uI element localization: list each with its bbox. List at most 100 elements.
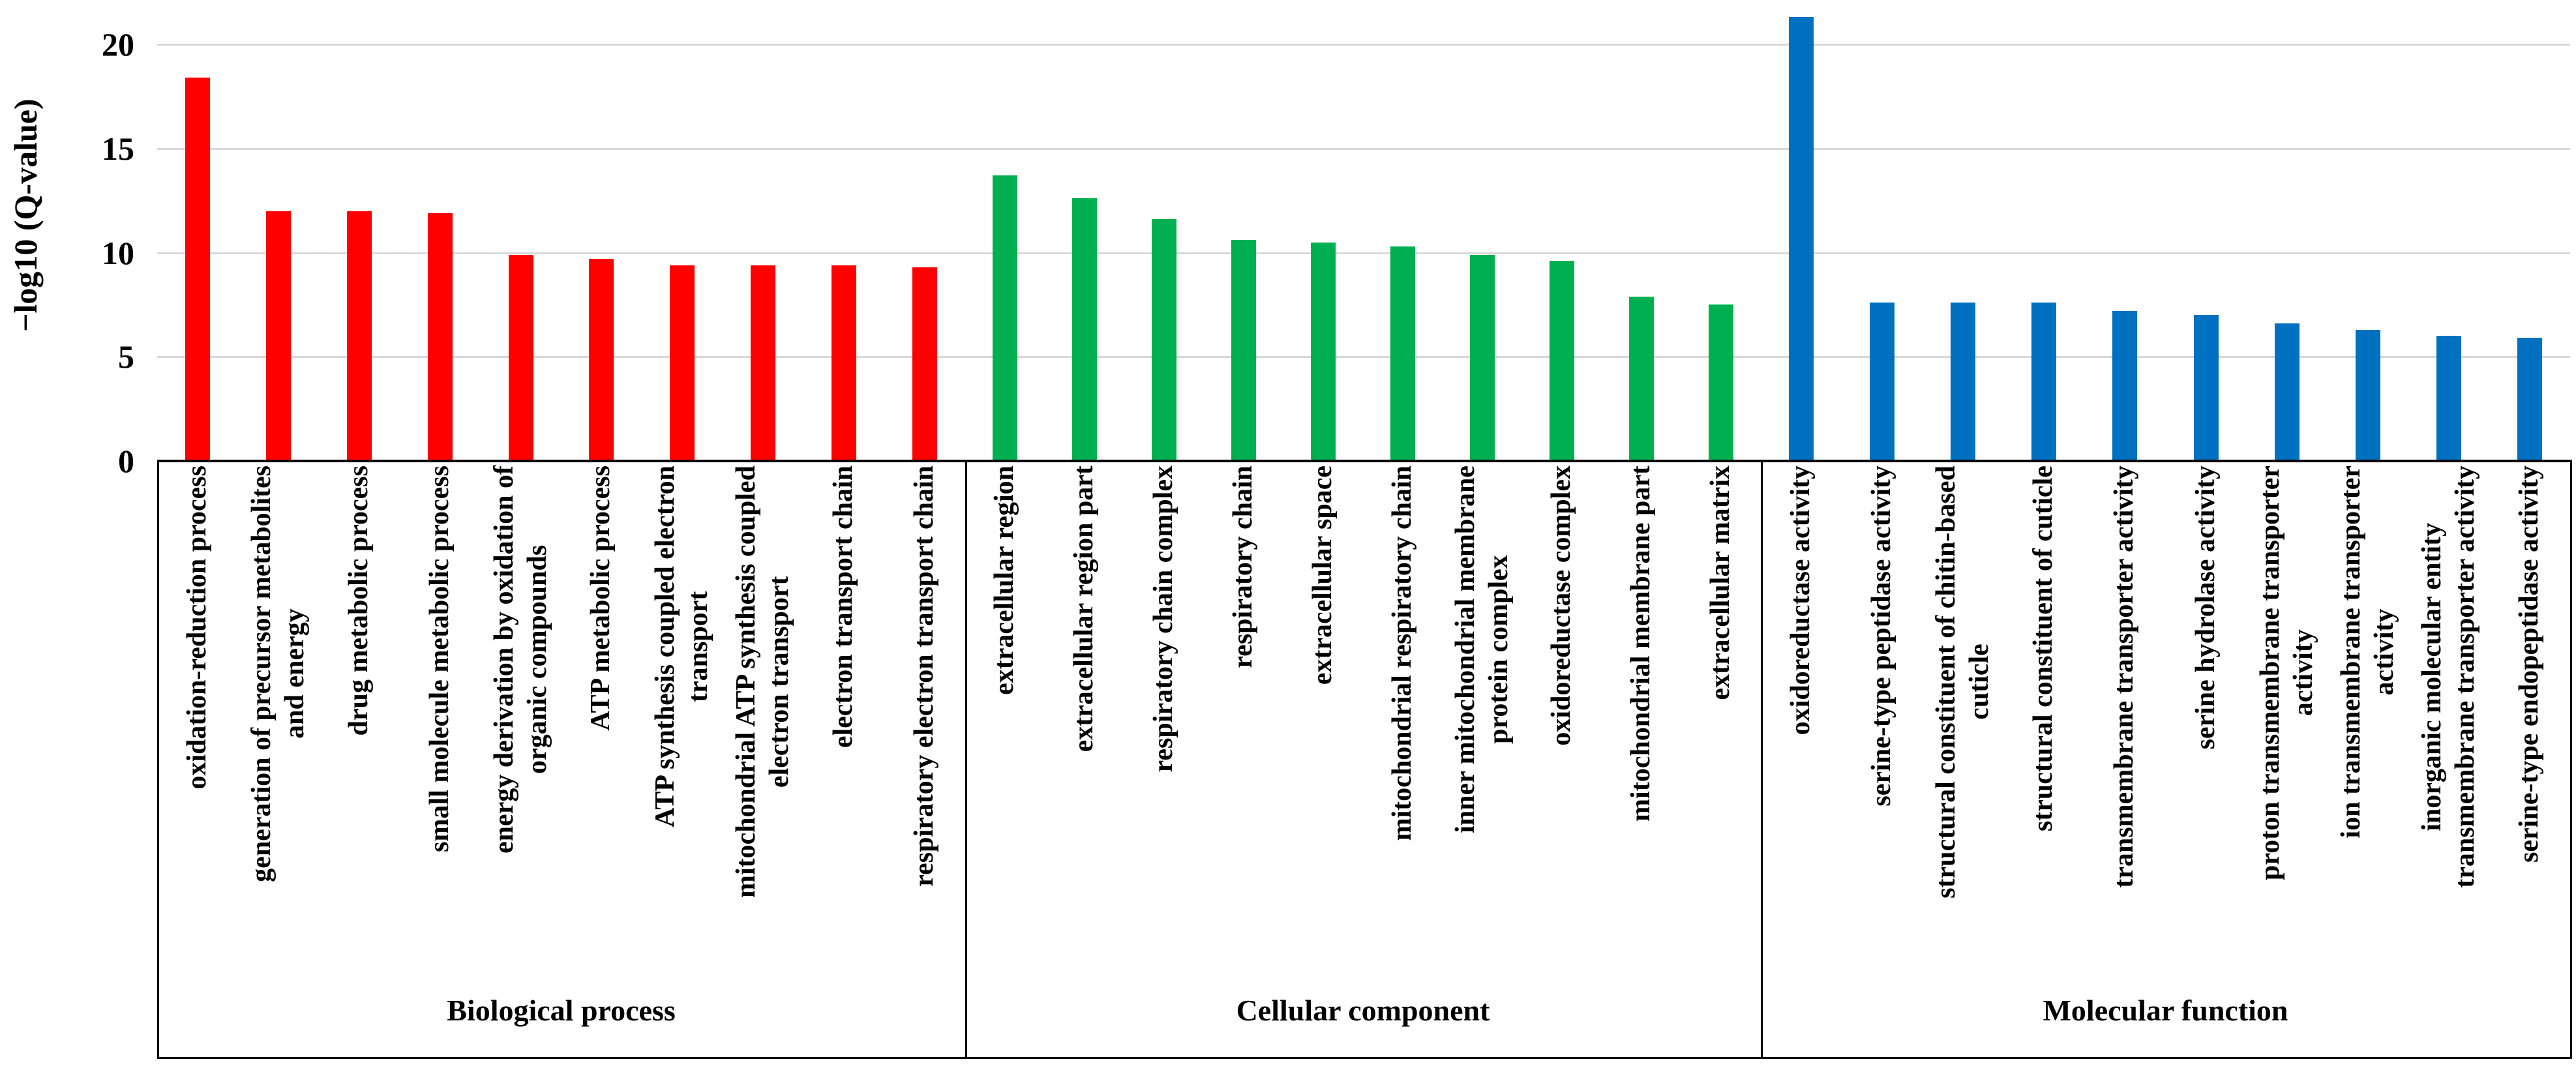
category-label-cell: inorganic molecular entity transmembrane…	[2408, 466, 2489, 961]
category-label: mitochondrial ATP synthesis coupled elec…	[730, 466, 794, 898]
category-label-cell: ATP metabolic process	[561, 466, 642, 961]
bar-molecular-function-5	[2112, 311, 2137, 461]
bar-biological-process-3	[347, 211, 372, 461]
category-label: respiratory chain complex	[1148, 466, 1179, 773]
category-label-cell: respiratory chain	[1203, 466, 1284, 961]
bar-molecular-function-4	[2031, 303, 2056, 461]
y-tick-label-0: 0	[118, 443, 134, 479]
category-label: ion transmembrane transporter activity	[2335, 466, 2399, 838]
category-label: structural constituent of chitin-based c…	[1930, 466, 1994, 898]
bar-molecular-function-1	[1789, 17, 1814, 461]
category-label-cell: extracellular space	[1283, 466, 1364, 961]
y-tick-label-20: 20	[102, 26, 134, 63]
bar-biological-process-5	[509, 255, 533, 461]
category-label: mitochondrial membrane part	[1626, 466, 1656, 822]
category-label: respiratory electron transport chain	[909, 466, 940, 887]
category-label: oxidoreductase complex	[1546, 466, 1577, 746]
bar-cellular-component-9	[1629, 297, 1654, 461]
bar-molecular-function-6	[2194, 315, 2219, 461]
category-label-cell: electron transport chain	[803, 466, 884, 961]
bar-molecular-function-2	[1870, 303, 1895, 461]
category-label-cell: energy derivation by oxidation of organi…	[481, 466, 562, 961]
y-tick-label-15: 15	[102, 130, 134, 167]
bar-biological-process-2	[266, 211, 291, 461]
category-label: extracellular space	[1308, 466, 1338, 685]
category-label: serine-type endopeptidase activity	[2514, 466, 2545, 863]
bar-cellular-component-5	[1311, 243, 1336, 461]
category-label-cell: extracellular region	[965, 466, 1045, 961]
bar-molecular-function-9	[2436, 336, 2461, 461]
bar-biological-process-9	[831, 265, 856, 461]
bar-cellular-component-10	[1709, 304, 1733, 461]
category-label: proton transmembrane transporter activit…	[2254, 466, 2318, 881]
category-box-bottom-line	[157, 1057, 2572, 1059]
bar-biological-process-7	[670, 265, 695, 461]
category-label-cell: structural constituent of cuticle	[2003, 466, 2084, 961]
category-label-cell: extracellular region part	[1044, 466, 1125, 961]
gridline-y20	[157, 44, 2570, 46]
bar-biological-process-1	[185, 78, 210, 461]
bar-molecular-function-3	[1951, 303, 1975, 461]
category-label-cell: oxidoreductase activity	[1761, 466, 1842, 961]
category-label-cell: drug metabolic process	[319, 466, 400, 961]
category-box-vline-0	[157, 461, 159, 1059]
category-label-cell: ion transmembrane transporter activity	[2328, 466, 2408, 961]
category-label: respiratory chain	[1228, 466, 1259, 668]
category-label: oxidation-reduction process	[182, 466, 213, 790]
gridline-y10	[157, 252, 2570, 254]
category-label: inner mitochondrial membrane protein com…	[1450, 466, 1514, 833]
bar-cellular-component-2	[1072, 198, 1097, 461]
category-box-vline-3	[2570, 461, 2572, 1059]
bar-biological-process-6	[589, 259, 614, 461]
group-label-cellular-component: Cellular component	[1236, 994, 1490, 1027]
category-label-cell: inner mitochondrial membrane protein com…	[1442, 466, 1523, 961]
category-label: electron transport chain	[828, 466, 859, 749]
category-label: energy derivation by oxidation of organi…	[488, 466, 552, 853]
gridline-y5	[157, 356, 2570, 358]
category-label: oxidoreductase activity	[1786, 466, 1816, 735]
bar-molecular-function-7	[2275, 323, 2299, 461]
category-label-cell: small molecule metabolic process	[400, 466, 481, 961]
bar-cellular-component-7	[1470, 255, 1495, 461]
bar-biological-process-4	[428, 213, 453, 461]
bar-biological-process-10	[912, 267, 937, 461]
category-label: ATP metabolic process	[586, 466, 616, 731]
category-label-cell: oxidation-reduction process	[157, 466, 238, 961]
x-axis-line	[157, 460, 2572, 462]
gridline-y15	[157, 148, 2570, 150]
category-label-cell: ATP synthesis coupled electron transport	[642, 466, 723, 961]
category-label-cell: respiratory chain complex	[1124, 466, 1205, 961]
bar-cellular-component-8	[1550, 261, 1574, 461]
category-label: extracellular matrix	[1705, 466, 1736, 700]
category-label-cell: extracellular matrix	[1681, 466, 1761, 961]
category-label-cell: proton transmembrane transporter activit…	[2247, 466, 2328, 961]
category-label: structural constituent of cuticle	[2028, 466, 2059, 832]
category-label: ATP synthesis coupled electron transport	[650, 466, 713, 827]
category-label: mitochondrial respiratory chain	[1387, 466, 1418, 841]
category-label-cell: mitochondrial respiratory chain	[1362, 466, 1443, 961]
bar-molecular-function-10	[2517, 338, 2542, 461]
category-label-cell: respiratory electron transport chain	[884, 466, 965, 961]
bar-cellular-component-6	[1390, 246, 1415, 461]
category-label-cell: transmembrane transporter activity	[2084, 466, 2165, 961]
category-label: inorganic molecular entity transmembrane…	[2416, 466, 2480, 888]
y-tick-label-10: 10	[102, 235, 134, 271]
bar-cellular-component-1	[993, 175, 1017, 461]
bar-cellular-component-4	[1231, 240, 1256, 461]
bar-molecular-function-8	[2356, 330, 2380, 461]
category-label-cell: generation of precursor metabolites and …	[238, 466, 319, 961]
category-label-cell: serine hydrolase activity	[2166, 466, 2247, 961]
category-box-vline-1	[965, 461, 967, 1059]
group-label-molecular-function: Molecular function	[2043, 994, 2288, 1027]
y-tick-label-5: 5	[118, 338, 134, 375]
category-label-cell: serine-type endopeptidase activity	[2489, 466, 2570, 961]
category-label: serine-type peptidase activity	[1866, 466, 1897, 807]
category-label-cell: mitochondrial ATP synthesis coupled elec…	[723, 466, 803, 961]
bar-biological-process-8	[751, 265, 775, 461]
group-label-biological-process: Biological process	[447, 994, 676, 1027]
category-box-vline-2	[1761, 461, 1763, 1059]
bar-cellular-component-3	[1152, 219, 1176, 461]
category-label: serine hydrolase activity	[2191, 466, 2221, 750]
category-label-cell: structural constituent of chitin-based c…	[1923, 466, 2003, 961]
